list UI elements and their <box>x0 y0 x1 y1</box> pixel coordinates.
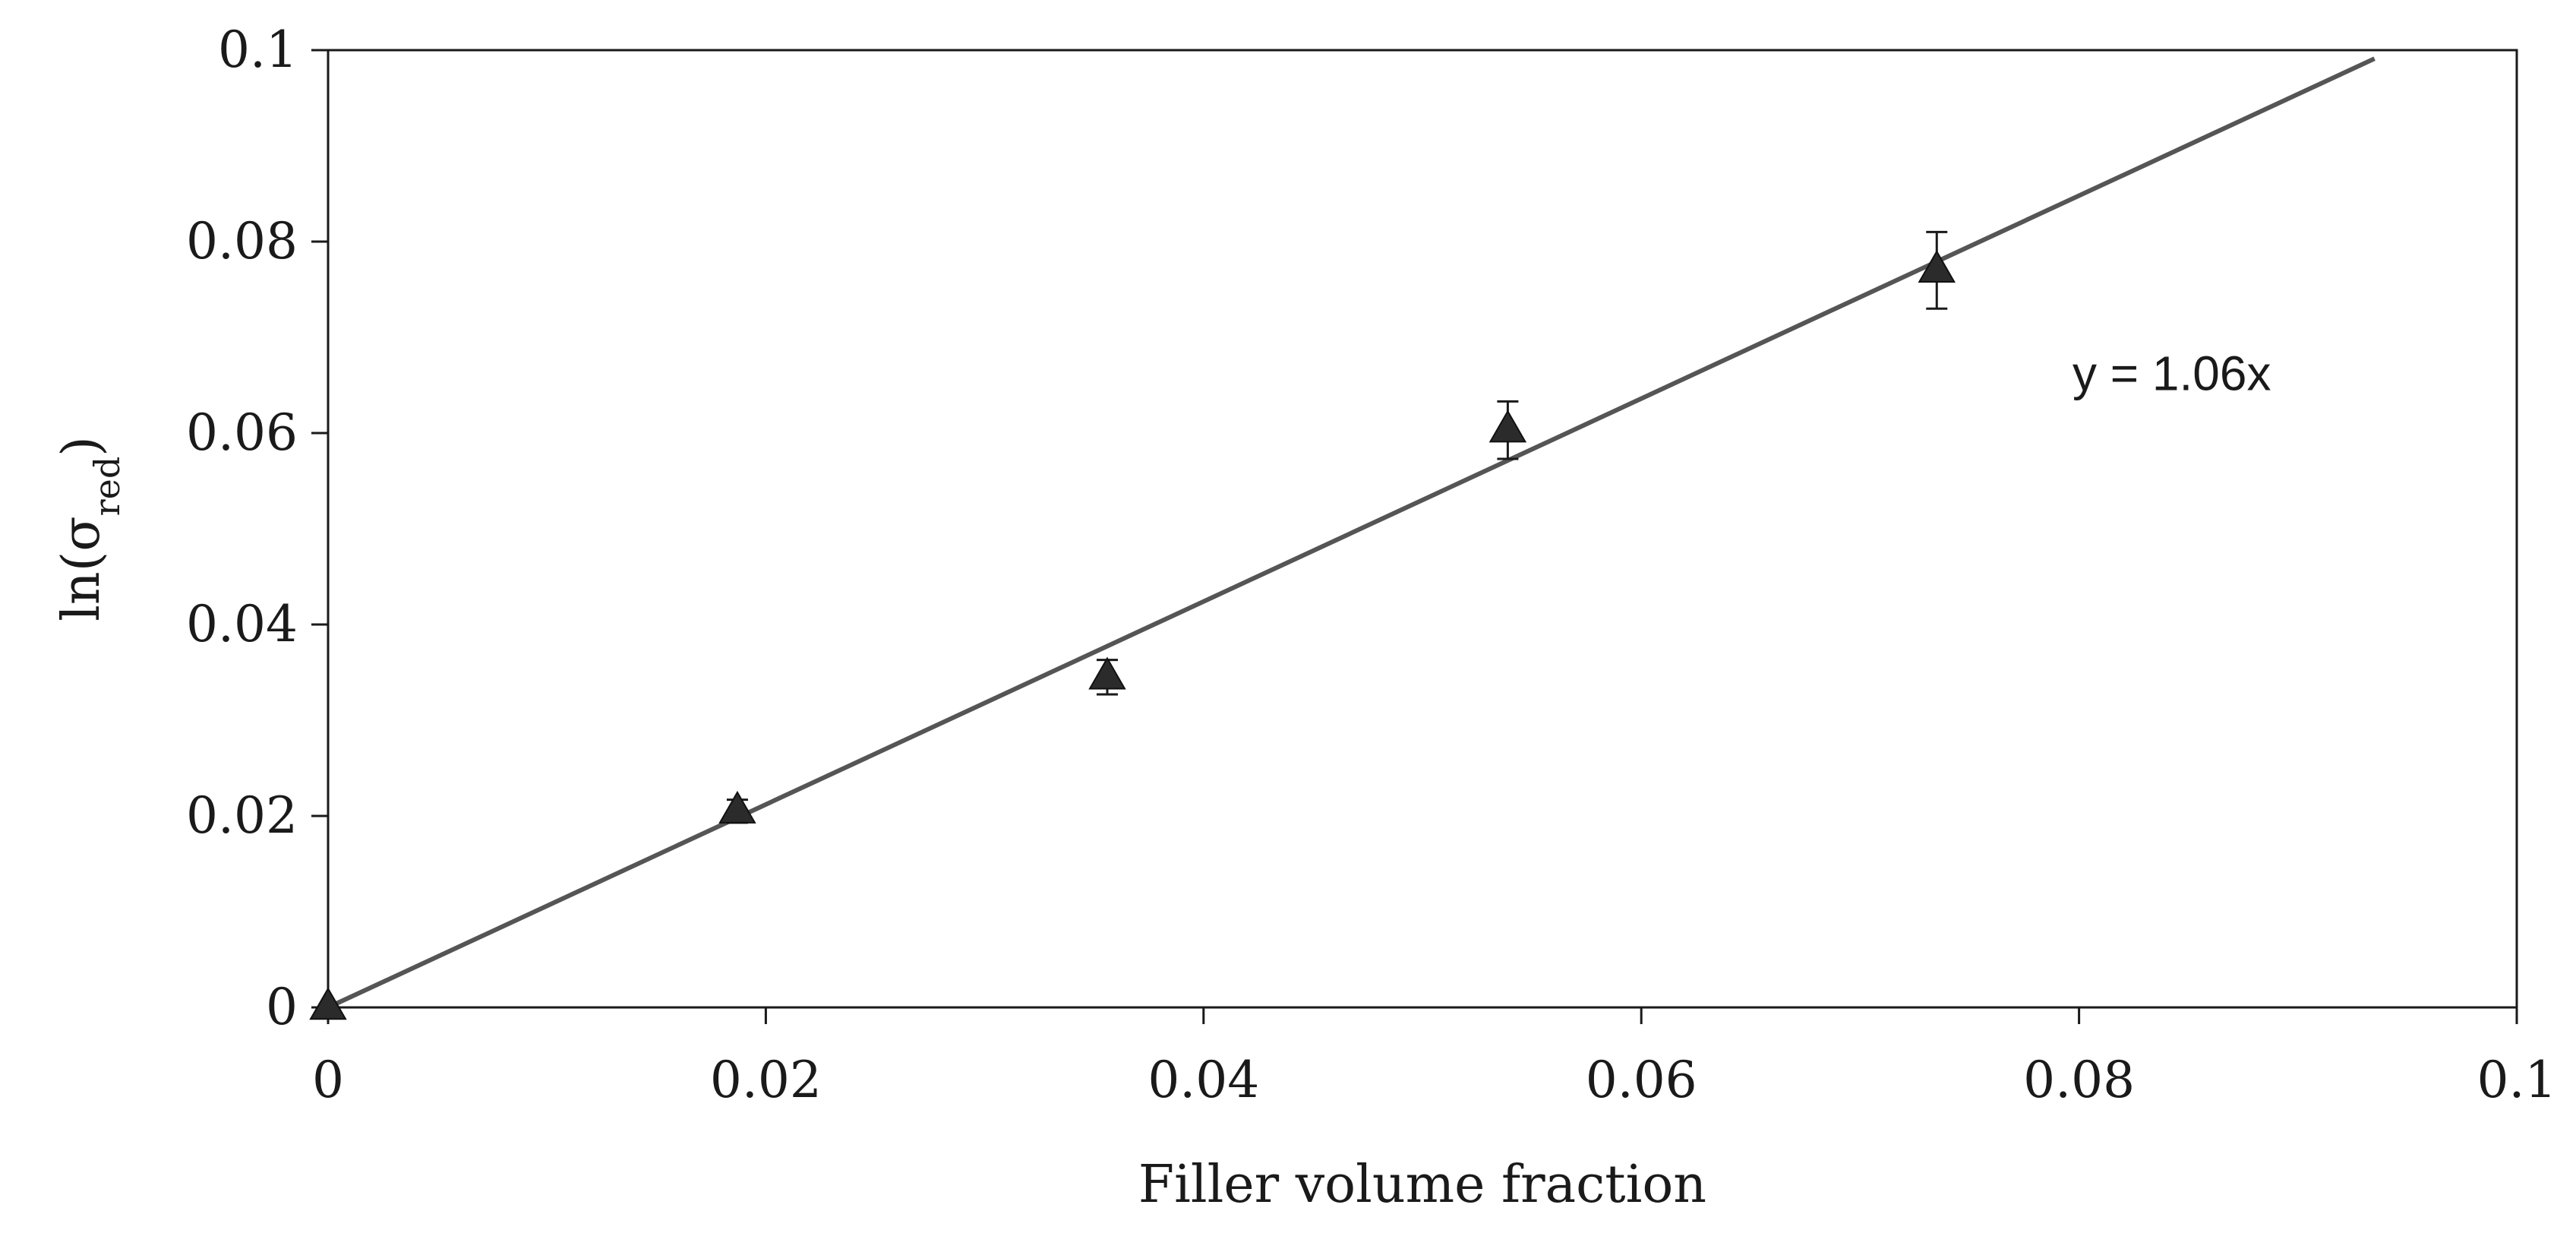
y-tick-label: 0 <box>266 978 298 1036</box>
data-point <box>1488 409 1527 443</box>
x-axis-title: Filler volume fraction <box>1138 1155 1706 1215</box>
y-tick-label: 0.02 <box>186 786 298 845</box>
x-tick-label: 0 <box>312 1051 344 1109</box>
x-axis-ticks: 0 0.02 0.04 0.06 0.08 0.1 <box>312 1007 2556 1109</box>
data-point <box>1088 656 1126 690</box>
data-point <box>1918 249 1956 283</box>
equation-annotation: y = 1.06x <box>2072 346 2271 400</box>
y-axis-title-close: ) <box>52 436 112 457</box>
y-axis-ticks: 0 0.02 0.04 0.06 0.08 0.1 <box>186 21 328 1036</box>
trendline-group <box>327 56 2376 1010</box>
data-point <box>718 790 756 824</box>
axes <box>327 49 2518 1009</box>
y-tick-label: 0.1 <box>218 21 298 79</box>
y-axis-title-base: ln(σ <box>52 516 112 621</box>
y-axis-title-subscript: red <box>87 457 128 517</box>
plot-frame <box>327 49 2518 1009</box>
x-tick-label: 0.02 <box>710 1051 822 1109</box>
x-tick-label: 0.08 <box>2023 1051 2135 1109</box>
data-points <box>309 230 1956 1020</box>
annotations: y = 1.06x <box>2072 346 2271 400</box>
y-tick-label: 0.04 <box>186 595 298 653</box>
trendline <box>327 56 2376 1010</box>
y-axis-title: ln(σred) <box>52 436 128 621</box>
y-tick-label: 0.08 <box>186 212 298 270</box>
x-tick-label: 0.1 <box>2477 1051 2557 1109</box>
y-tick-label: 0.06 <box>186 403 298 462</box>
x-tick-label: 0.06 <box>1586 1051 1697 1109</box>
data-point <box>309 987 347 1020</box>
x-tick-label: 0.04 <box>1148 1051 1259 1109</box>
